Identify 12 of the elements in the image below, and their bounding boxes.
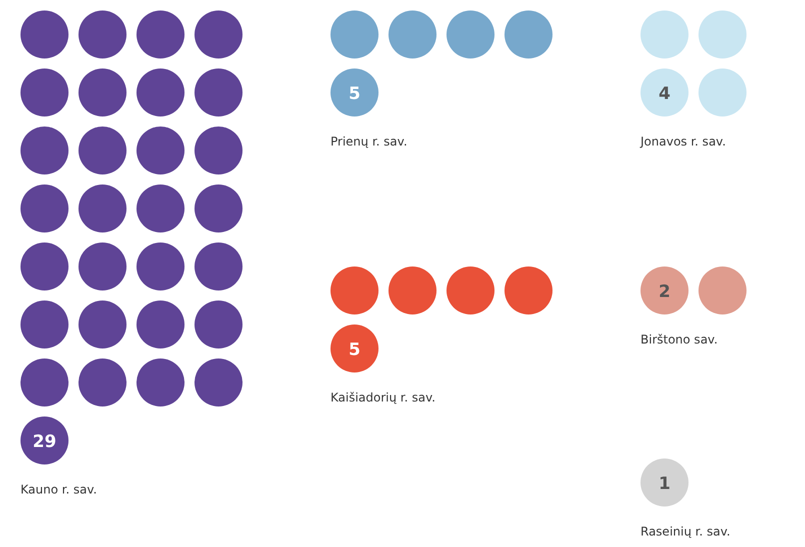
data-label: 2 bbox=[658, 282, 670, 302]
data-label: 5 bbox=[348, 340, 360, 360]
category-label: Birštono sav. bbox=[640, 332, 718, 346]
category-label: Jonavos r. sav. bbox=[640, 134, 726, 148]
data-label: 1 bbox=[658, 474, 670, 494]
category-label: Kauno r. sav. bbox=[20, 482, 97, 496]
data-label: 5 bbox=[348, 84, 360, 104]
category-label: Raseinių r. sav. bbox=[640, 524, 730, 538]
category-label: Prienų r. sav. bbox=[330, 134, 408, 148]
category-label: Kaišiadorių r. sav. bbox=[330, 390, 436, 404]
data-label: 4 bbox=[658, 84, 671, 104]
data-label: 29 bbox=[32, 432, 56, 452]
